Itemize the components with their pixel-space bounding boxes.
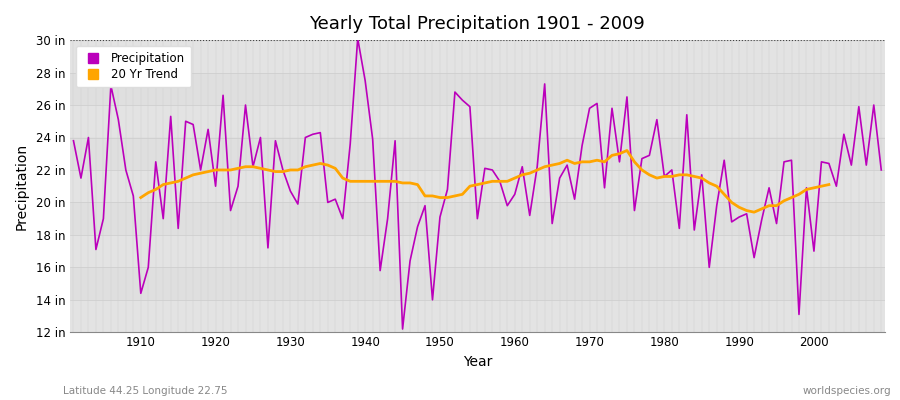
Bar [69, 138, 885, 170]
Text: worldspecies.org: worldspecies.org [803, 386, 891, 396]
X-axis label: Year: Year [463, 355, 492, 369]
Y-axis label: Precipitation: Precipitation [15, 143, 29, 230]
Bar [69, 300, 885, 332]
Bar [69, 170, 885, 202]
Bar [69, 72, 885, 105]
Bar [69, 40, 885, 72]
Bar [69, 267, 885, 300]
Legend: Precipitation, 20 Yr Trend: Precipitation, 20 Yr Trend [76, 46, 191, 87]
Bar [69, 105, 885, 138]
Text: Latitude 44.25 Longitude 22.75: Latitude 44.25 Longitude 22.75 [63, 386, 228, 396]
Bar [69, 235, 885, 267]
Bar [69, 202, 885, 235]
Title: Yearly Total Precipitation 1901 - 2009: Yearly Total Precipitation 1901 - 2009 [310, 15, 645, 33]
